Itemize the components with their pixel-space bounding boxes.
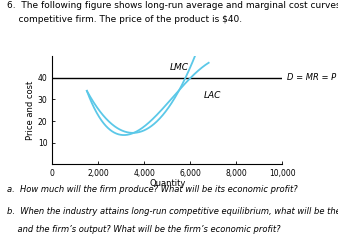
Text: LAC: LAC bbox=[204, 91, 221, 100]
Text: a.  How much will the firm produce? What will be its economic profit?: a. How much will the firm produce? What … bbox=[7, 185, 297, 194]
Text: and the firm’s output? What will be the firm’s economic profit?: and the firm’s output? What will be the … bbox=[7, 225, 281, 234]
Text: 6.  The following figure shows long-run average and marginal cost curves for a: 6. The following figure shows long-run a… bbox=[7, 1, 338, 10]
Y-axis label: Price and cost: Price and cost bbox=[26, 81, 35, 140]
Text: b.  When the industry attains long-run competitive equilibrium, what will be the: b. When the industry attains long-run co… bbox=[7, 207, 338, 216]
Text: competitive firm. The price of the product is $40.: competitive firm. The price of the produ… bbox=[7, 15, 242, 24]
Text: LMC: LMC bbox=[170, 63, 189, 72]
Text: D = MR = P: D = MR = P bbox=[287, 74, 336, 82]
X-axis label: Quantity: Quantity bbox=[149, 179, 186, 188]
